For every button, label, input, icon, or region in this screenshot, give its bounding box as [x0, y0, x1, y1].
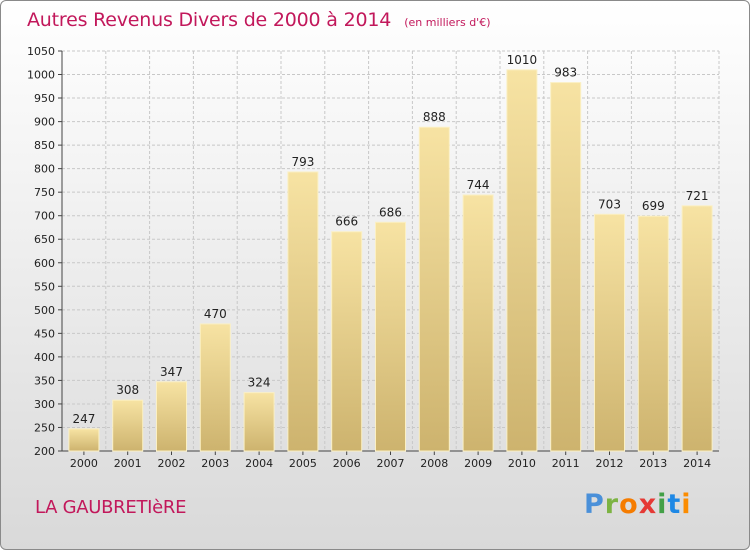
y-tick-label: 700: [34, 210, 55, 223]
y-tick-label: 600: [34, 257, 55, 270]
y-tick-label: 400: [34, 351, 55, 364]
x-tick-label-2002: 2002: [158, 457, 186, 470]
y-tick-label: 500: [34, 304, 55, 317]
x-tick-label-2010: 2010: [508, 457, 536, 470]
bar-2014: [681, 205, 713, 452]
value-label-2008: 888: [423, 110, 446, 124]
value-label-2006: 666: [335, 215, 358, 229]
chart-subtitle: (en milliers d'€): [404, 16, 491, 29]
bar-2013: [637, 215, 669, 452]
bar-2008: [418, 126, 450, 452]
bar-2004: [243, 392, 275, 452]
y-tick-label: 800: [34, 163, 55, 176]
x-tick-label-2013: 2013: [639, 457, 667, 470]
value-label-2010: 1010: [507, 53, 538, 67]
y-tick-label: 1050: [27, 45, 55, 58]
bar-2009: [462, 194, 494, 452]
value-label-2011: 983: [554, 66, 577, 80]
value-label-2002: 347: [160, 365, 183, 379]
y-tick-label: 450: [34, 327, 55, 340]
bar-2003: [199, 323, 231, 452]
y-tick-label: 250: [34, 421, 55, 434]
y-tick-label: 1000: [27, 69, 55, 82]
x-tick-label-2001: 2001: [114, 457, 142, 470]
value-label-2007: 686: [379, 205, 402, 219]
x-tick-label-2009: 2009: [464, 457, 492, 470]
commune-name: LA GAUBRETIèRE: [35, 497, 187, 518]
bars: [68, 69, 713, 452]
y-tick-label: 650: [34, 233, 55, 246]
bar-2010: [506, 69, 538, 452]
value-label-2005: 793: [291, 155, 314, 169]
y-tick-label: 350: [34, 374, 55, 387]
chart-title: Autres Revenus Divers de 2000 à 2014: [27, 9, 392, 31]
bar-2002: [156, 381, 187, 452]
bar-2011: [550, 82, 582, 452]
x-tick-label-2008: 2008: [420, 457, 448, 470]
labels: 200 250 300 350 400 450 500 550 600 650 700 750 800 8…: [27, 45, 711, 470]
value-label-2001: 308: [116, 383, 139, 397]
value-label-2013: 699: [642, 199, 665, 213]
y-tick-label: 750: [34, 186, 55, 199]
y-tick-label: 200: [34, 445, 55, 458]
y-tick-label: 300: [34, 398, 55, 411]
value-label-2004: 324: [248, 376, 271, 390]
x-tick-label-2004: 2004: [245, 457, 273, 470]
x-tick-label-2012: 2012: [596, 457, 624, 470]
title-line: Autres Revenus Divers de 2000 à 2014 (en…: [27, 9, 491, 31]
value-label-2009: 744: [467, 178, 490, 192]
y-tick-label: 550: [34, 280, 55, 293]
x-tick-label-2014: 2014: [683, 457, 711, 470]
value-label-2012: 703: [598, 197, 621, 211]
x-tick-label-2007: 2007: [377, 457, 405, 470]
proxiti-logo: Proxiti: [584, 489, 692, 520]
bar-2007: [375, 221, 406, 452]
bar-2001: [112, 399, 144, 452]
x-tick-label-2000: 2000: [70, 457, 98, 470]
value-label-2014: 721: [686, 189, 709, 203]
value-label-2000: 247: [72, 412, 95, 426]
x-tick-label-2003: 2003: [201, 457, 229, 470]
y-tick-label: 950: [34, 92, 55, 105]
x-tick-label-2005: 2005: [289, 457, 317, 470]
bar-2000: [68, 428, 100, 452]
y-tick-label: 850: [34, 139, 55, 152]
bar-2012: [594, 213, 625, 452]
bar-2006: [331, 231, 363, 452]
x-tick-label-2011: 2011: [552, 457, 580, 470]
bar-2005: [287, 171, 319, 452]
value-label-2003: 470: [204, 307, 227, 321]
x-tick-label-2006: 2006: [333, 457, 361, 470]
y-tick-label: 900: [34, 116, 55, 129]
